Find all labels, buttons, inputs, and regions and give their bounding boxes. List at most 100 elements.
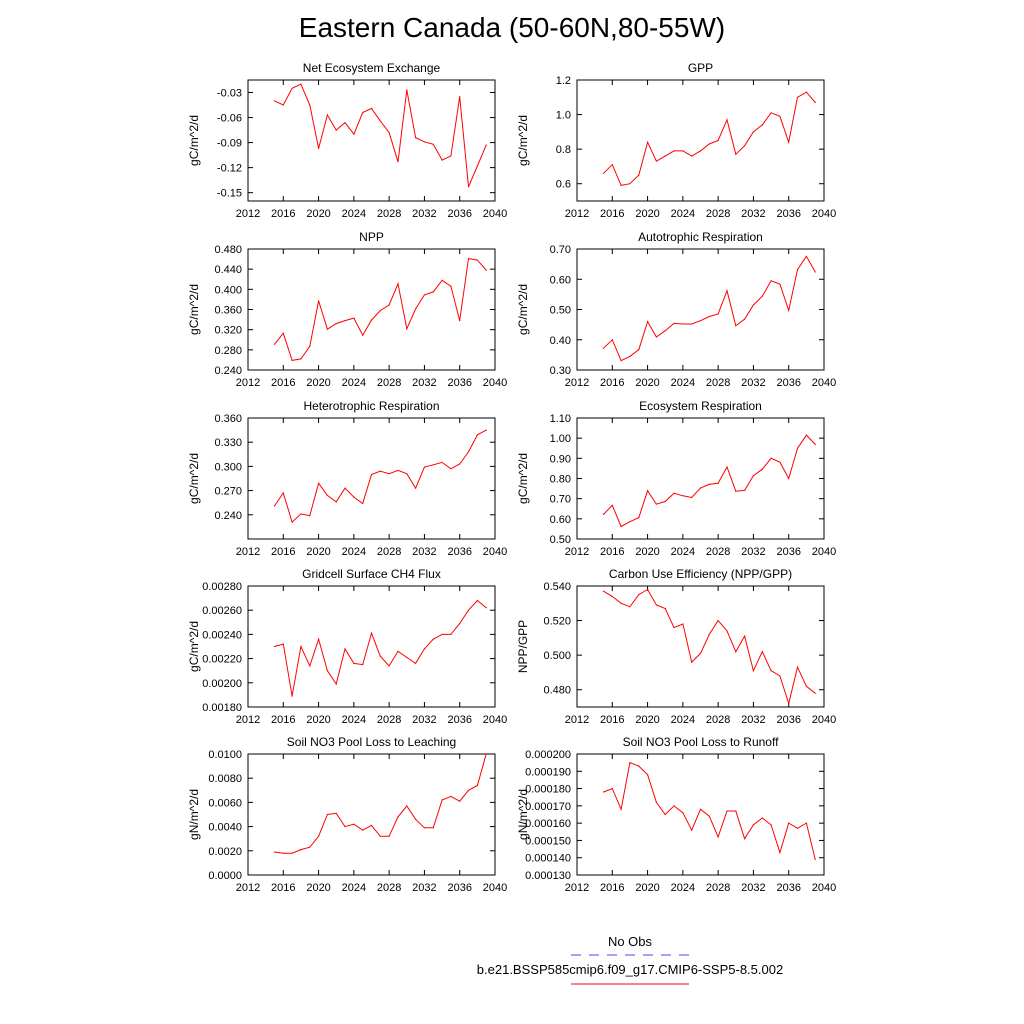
- x-tick-label: 2028: [706, 208, 730, 220]
- y-axis-label: gC/m^2/d: [187, 284, 201, 335]
- x-tick-label: 2040: [812, 208, 836, 220]
- data-point: [309, 846, 311, 848]
- data-point: [788, 822, 790, 824]
- plot-frame: [576, 248, 825, 371]
- data-point: [388, 132, 390, 134]
- data-point: [441, 633, 443, 636]
- data-point: [362, 829, 364, 831]
- y-tick-label: 0.60: [550, 514, 571, 526]
- data-point: [629, 183, 631, 185]
- panel-0: Net Ecosystem Exchange gC/m^2/d 2012 2016 20…: [187, 61, 507, 220]
- data-point: [379, 655, 381, 657]
- x-tick-label: 2016: [271, 882, 295, 894]
- x-tick-label: 2028: [706, 714, 730, 726]
- plot-frame: [576, 753, 825, 876]
- data-point: [744, 145, 746, 147]
- x-tick-label: 2016: [271, 208, 295, 220]
- data-point: [717, 313, 719, 315]
- data-point: [432, 464, 434, 466]
- x-tick-label: 2020: [306, 377, 330, 389]
- x-tick-label: 2032: [741, 714, 765, 726]
- data-point: [397, 283, 399, 285]
- y-tick-label: 0.330: [214, 437, 242, 449]
- data-point: [779, 115, 781, 117]
- y-tick-label: 0.0040: [208, 822, 242, 834]
- x-tick-label: 2016: [600, 546, 624, 558]
- data-point: [450, 155, 452, 157]
- y-tick-label: 0.0080: [208, 773, 242, 785]
- series-line: [603, 761, 816, 860]
- x-tick-label: 2024: [671, 714, 695, 726]
- x-tick-label: 2016: [271, 377, 295, 389]
- y-axis-label: gC/m^2/d: [516, 284, 530, 335]
- plot-frame: [247, 79, 496, 202]
- panel-title: Heterotrophic Respiration: [303, 399, 439, 413]
- data-point: [432, 638, 434, 640]
- data-point: [370, 319, 373, 321]
- data-point: [779, 461, 781, 463]
- data-point: [309, 665, 311, 667]
- data-point: [397, 469, 399, 471]
- plot-frame: [247, 753, 496, 876]
- data-point: [726, 810, 728, 812]
- y-tick-label: 0.000140: [525, 853, 571, 865]
- y-axis-label: gC/m^2/d: [187, 621, 201, 672]
- data-point: [476, 784, 478, 787]
- data-point: [744, 635, 746, 637]
- panel-title: Soil NO3 Pool Loss to Leaching: [287, 735, 456, 749]
- y-tick-label: 1.0: [556, 110, 571, 122]
- data-point: [708, 815, 710, 817]
- series-line: [274, 429, 487, 524]
- data-point: [744, 838, 746, 840]
- data-point: [379, 470, 381, 472]
- data-point: [699, 652, 702, 655]
- data-point: [638, 517, 640, 519]
- data-point: [744, 489, 746, 491]
- data-point: [796, 827, 799, 829]
- data-point: [682, 623, 684, 625]
- data-point: [788, 309, 790, 311]
- data-point: [796, 96, 799, 98]
- series-line: [603, 434, 816, 528]
- data-point: [388, 665, 390, 667]
- data-point: [620, 808, 622, 810]
- panel-7: Carbon Use Efficiency (NPP/GPP) NPP/GPP 20…: [516, 567, 836, 726]
- data-point: [735, 810, 737, 812]
- data-point: [423, 827, 425, 829]
- panel-title: NPP: [359, 230, 384, 244]
- panel-2: NPP gC/m^2/d 2012 2016 2020 2024 2028 2032 2036 2…: [187, 230, 507, 389]
- panel-title: GPP: [688, 61, 713, 75]
- x-tick-label: 2036: [776, 377, 800, 389]
- data-point: [788, 702, 790, 705]
- panel-3: Autotrophic Respiration gC/m^2/d 2012 2016 2…: [516, 230, 836, 389]
- x-tick-label: 2036: [447, 882, 471, 894]
- x-tick-label: 2016: [271, 546, 295, 558]
- data-point: [273, 851, 276, 853]
- data-point: [708, 633, 710, 636]
- data-point: [788, 141, 790, 143]
- data-point: [779, 675, 781, 677]
- data-point: [335, 129, 337, 131]
- data-point: [805, 685, 808, 687]
- data-point: [744, 318, 746, 320]
- y-axis-label: gN/m^2/d: [516, 789, 530, 840]
- data-point: [664, 155, 666, 157]
- data-point: [629, 355, 631, 357]
- data-point: [647, 141, 649, 143]
- y-tick-label: 0.00240: [202, 629, 242, 641]
- data-point: [388, 835, 390, 837]
- x-tick-label: 2016: [600, 377, 624, 389]
- data-point: [638, 765, 640, 767]
- data-point: [309, 515, 311, 517]
- data-point: [691, 323, 693, 325]
- data-point: [309, 345, 311, 347]
- data-point: [300, 849, 302, 851]
- x-tick-label: 2024: [342, 208, 366, 220]
- y-tick-label: 0.80: [550, 474, 571, 486]
- data-point: [655, 160, 658, 162]
- data-point: [708, 315, 710, 318]
- panel-title: Net Ecosystem Exchange: [303, 61, 441, 75]
- x-tick-label: 2036: [447, 714, 471, 726]
- data-point: [370, 473, 373, 476]
- data-point: [691, 829, 693, 831]
